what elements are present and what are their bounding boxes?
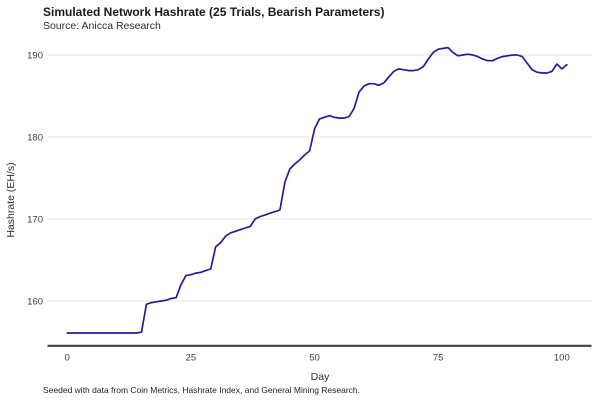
x-tick-label-75: 75 bbox=[433, 353, 444, 364]
x-tick-label-100: 100 bbox=[554, 353, 570, 364]
y-axis-label: Hashrate (EH/s) bbox=[5, 162, 17, 238]
x-tick-label-0: 0 bbox=[65, 353, 70, 364]
y-tick-label-170: 170 bbox=[27, 214, 43, 225]
chart-subtitle: Source: Anicca Research bbox=[43, 20, 161, 32]
hashrate-line bbox=[66, 46, 568, 334]
y-tick-label-190: 190 bbox=[27, 50, 43, 61]
x-axis-label: Day bbox=[310, 371, 330, 383]
y-tick-label-160: 160 bbox=[27, 296, 43, 307]
chart-title: Simulated Network Hashrate (25 Trials, B… bbox=[43, 5, 385, 19]
y-tick-label-180: 180 bbox=[27, 132, 43, 143]
x-tick-label-50: 50 bbox=[309, 353, 320, 364]
x-tick-label-25: 25 bbox=[186, 353, 197, 364]
footer-note: Seeded with data from Coin Metrics, Hash… bbox=[43, 385, 361, 395]
